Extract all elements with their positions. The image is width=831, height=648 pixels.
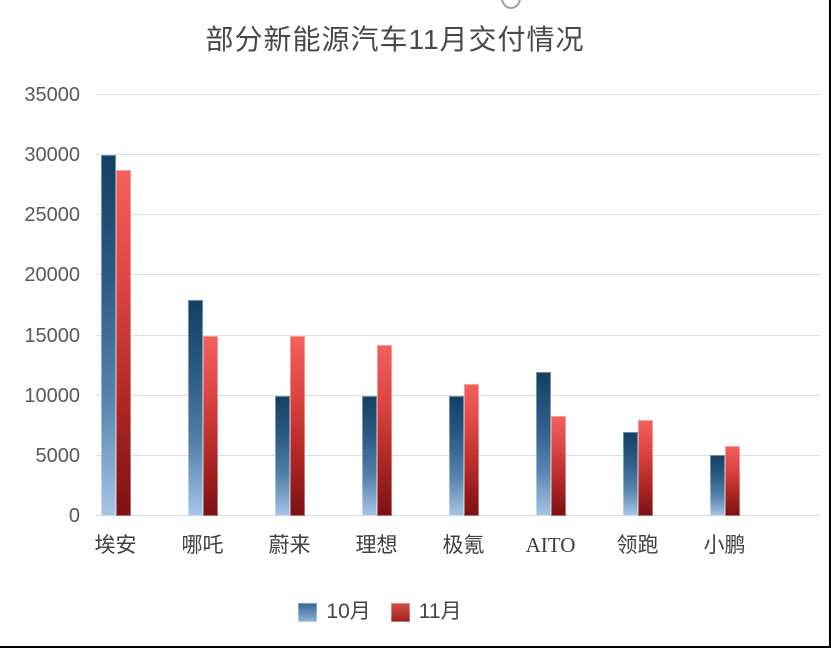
bar xyxy=(622,431,638,516)
bar-group xyxy=(594,95,681,516)
y-tick-label: 25000 xyxy=(24,204,80,227)
bars-layer xyxy=(72,95,768,516)
bar xyxy=(637,419,653,516)
y-tick-label: 15000 xyxy=(24,324,80,347)
x-axis: 埃安 哪吒 蔚来 理想 极氪 AITO 领跑 小鹏 xyxy=(72,528,768,562)
bar xyxy=(274,395,290,516)
legend: 10月 11月 xyxy=(0,597,760,627)
legend-item: 10月 xyxy=(298,597,371,627)
legend-label: 11月 xyxy=(418,600,462,623)
legend-swatch xyxy=(390,602,410,622)
x-axis-label: 极氪 xyxy=(442,533,485,557)
legend-item: 11月 xyxy=(390,597,462,627)
bar xyxy=(361,395,377,516)
x-axis-label: 领跑 xyxy=(616,533,659,557)
x-axis-label: 哪吒 xyxy=(181,533,224,557)
x-axis-label: 理想 xyxy=(355,533,398,557)
gridline xyxy=(96,394,820,396)
bar xyxy=(376,345,392,516)
bar xyxy=(550,416,566,516)
bar xyxy=(448,395,464,516)
bar xyxy=(463,383,479,516)
y-tick-label: 35000 xyxy=(24,84,80,106)
gridline xyxy=(96,274,820,276)
bar xyxy=(709,454,725,516)
gridline xyxy=(96,214,820,216)
bar-group xyxy=(681,95,768,516)
bar-group xyxy=(333,95,420,516)
y-tick-label: 30000 xyxy=(24,144,80,167)
x-axis-label: 蔚来 xyxy=(268,533,311,557)
bar-group xyxy=(72,95,159,516)
y-tick-label: 5000 xyxy=(35,444,81,467)
bar-group xyxy=(507,95,594,516)
bar-group xyxy=(246,95,333,516)
chart-title: 部分新能源汽车11月交付情况 xyxy=(205,24,585,55)
bar xyxy=(289,335,305,516)
gridline xyxy=(96,154,820,156)
gridline xyxy=(96,334,820,336)
bar xyxy=(100,155,116,516)
bar xyxy=(724,446,740,516)
cropped-ui-artifact xyxy=(501,0,521,9)
bar xyxy=(115,169,131,516)
y-tick-label: 0 xyxy=(68,505,80,527)
x-axis-label: AITO xyxy=(525,533,576,557)
bar xyxy=(202,335,218,516)
x-axis-label: 小鹏 xyxy=(703,533,746,557)
y-axis: 0 5000 10000 15000 20000 25000 30000 35000 xyxy=(0,85,81,526)
bar-group xyxy=(420,95,507,516)
y-tick-label: 10000 xyxy=(24,384,80,407)
legend-label: 10月 xyxy=(326,600,371,623)
y-tick-label: 20000 xyxy=(24,264,80,287)
bar xyxy=(187,299,203,516)
bar xyxy=(535,371,551,516)
legend-swatch xyxy=(298,602,318,622)
bar-group xyxy=(159,95,246,516)
x-axis-label: 埃安 xyxy=(94,533,137,557)
gridline xyxy=(96,94,820,95)
